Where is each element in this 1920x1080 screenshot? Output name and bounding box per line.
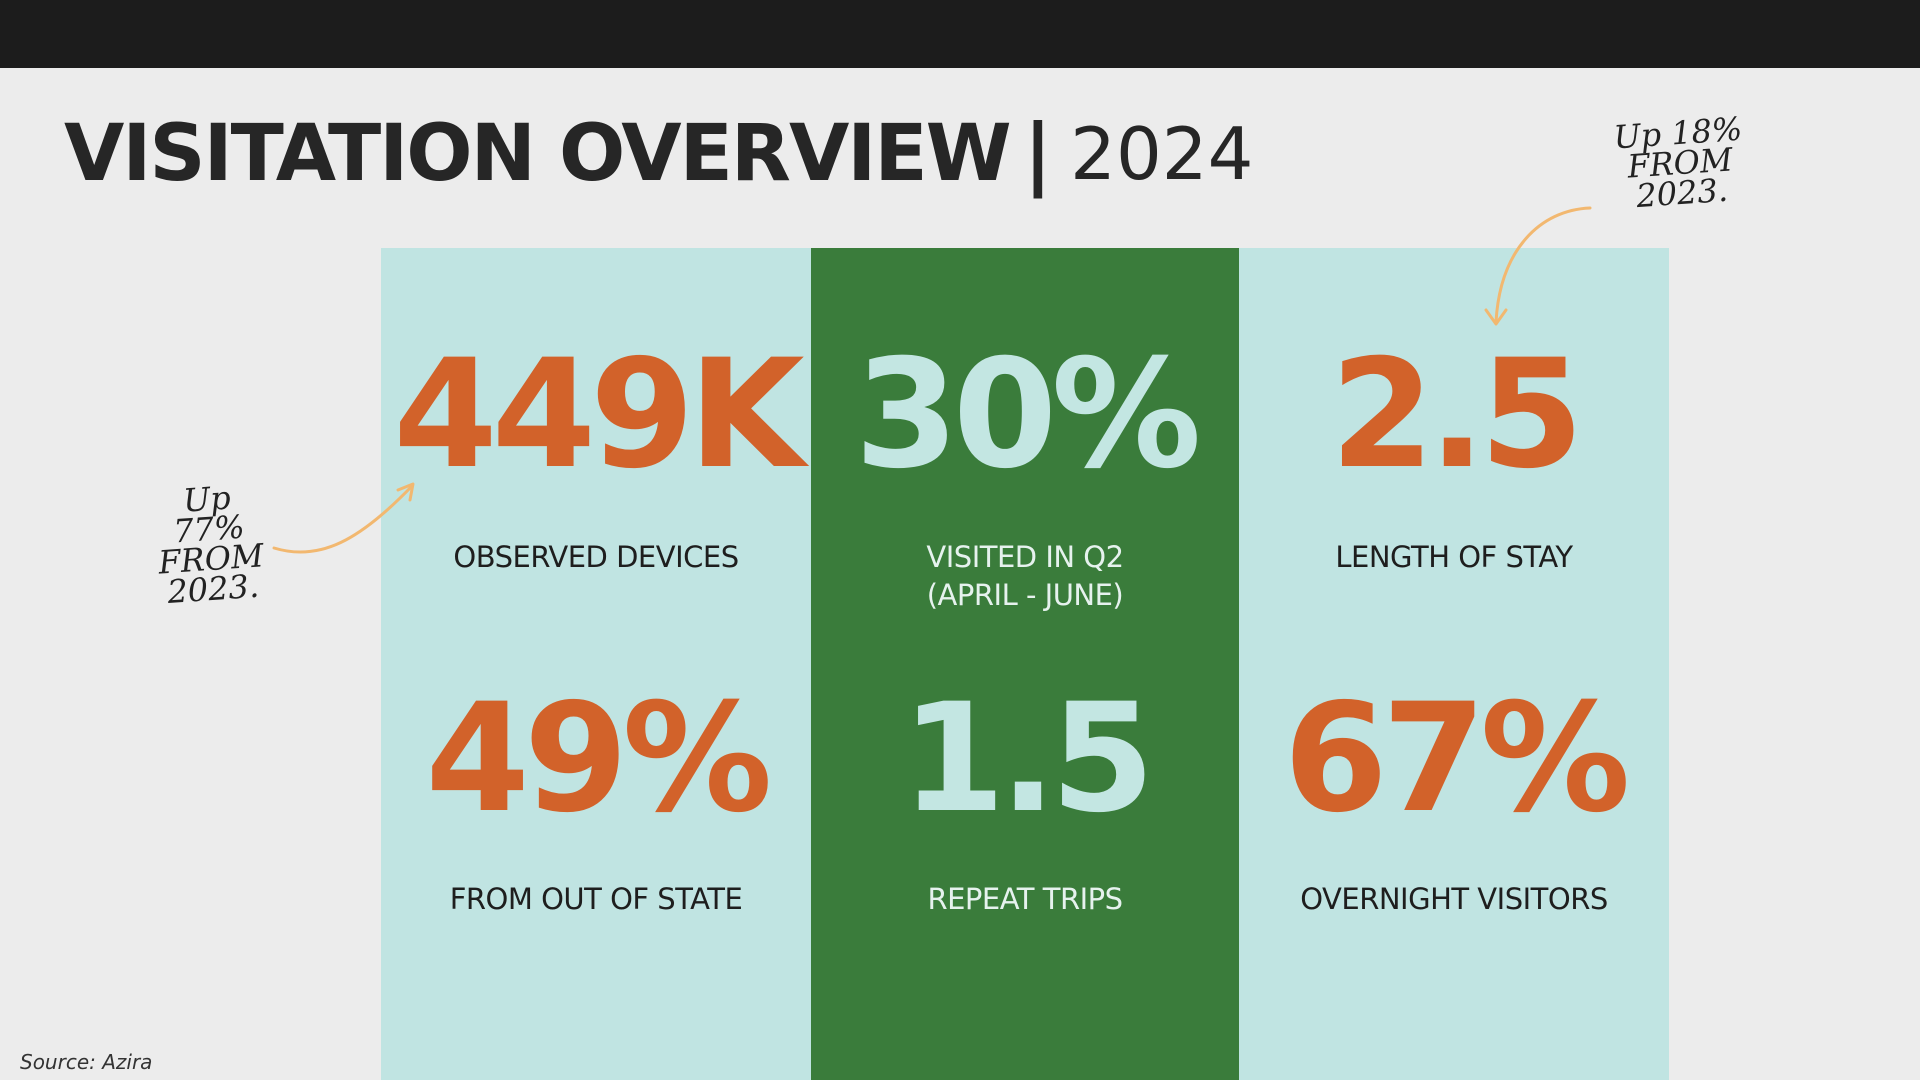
- title-main: VISITATION OVERVIEW: [64, 109, 1012, 199]
- repeat-trips-label: REPEAT TRIPS: [927, 882, 1123, 916]
- stay-growth-note: Up 18% FROM 2023.: [1612, 109, 1744, 216]
- title-separator: |: [1023, 109, 1053, 199]
- visited-q2-value: 30%: [854, 328, 1201, 502]
- stat-length-of-stay: 2.5: [1239, 340, 1669, 490]
- devices-growth-note: Up 77% FROM 2023.: [157, 478, 265, 612]
- title-year: 2024: [1070, 112, 1254, 196]
- visited-q2-label-wrap: VISITED IN Q2 (APRIL - JUNE): [811, 538, 1239, 614]
- out-of-state-label-wrap: FROM OUT OF STATE: [381, 880, 811, 918]
- source-caption: Source: Azira: [20, 1050, 153, 1074]
- visited-q2-label: VISITED IN Q2 (APRIL - JUNE): [926, 540, 1124, 612]
- devices-arrow-icon: [272, 482, 415, 554]
- stat-overnight-visitors: 67%: [1239, 684, 1669, 834]
- stat-out-of-state: 49%: [381, 684, 811, 834]
- stay-arrow-icon: [1484, 206, 1592, 326]
- length-of-stay-label-wrap: LENGTH OF STAY: [1239, 538, 1669, 576]
- top-bar: [0, 0, 1920, 68]
- observed-devices-label-wrap: OBSERVED DEVICES: [381, 538, 811, 576]
- observed-devices-label: OBSERVED DEVICES: [453, 540, 739, 574]
- length-of-stay-value: 2.5: [1330, 328, 1584, 502]
- observed-devices-value: 449K: [393, 328, 804, 502]
- length-of-stay-label: LENGTH OF STAY: [1335, 540, 1573, 574]
- stats-column-left: 449K OBSERVED DEVICES 49% FROM OUT OF ST…: [381, 248, 811, 1080]
- overnight-visitors-label: OVERNIGHT VISITORS: [1300, 882, 1608, 916]
- repeat-trips-value: 1.5: [901, 672, 1155, 846]
- overnight-visitors-value: 67%: [1283, 672, 1630, 846]
- out-of-state-value: 49%: [425, 672, 772, 846]
- overnight-visitors-label-wrap: OVERNIGHT VISITORS: [1239, 880, 1669, 918]
- stat-visited-q2: 30%: [811, 340, 1239, 490]
- stats-column-right: 2.5 LENGTH OF STAY 67% OVERNIGHT VISITOR…: [1239, 248, 1669, 1080]
- stat-repeat-trips: 1.5: [811, 684, 1239, 834]
- page-title: VISITATION OVERVIEW | 2024: [64, 104, 1253, 204]
- out-of-state-label: FROM OUT OF STATE: [449, 882, 743, 916]
- stat-observed-devices: 449K: [381, 340, 811, 490]
- stats-column-middle: 30% VISITED IN Q2 (APRIL - JUNE) 1.5 REP…: [811, 248, 1239, 1080]
- repeat-trips-label-wrap: REPEAT TRIPS: [811, 880, 1239, 918]
